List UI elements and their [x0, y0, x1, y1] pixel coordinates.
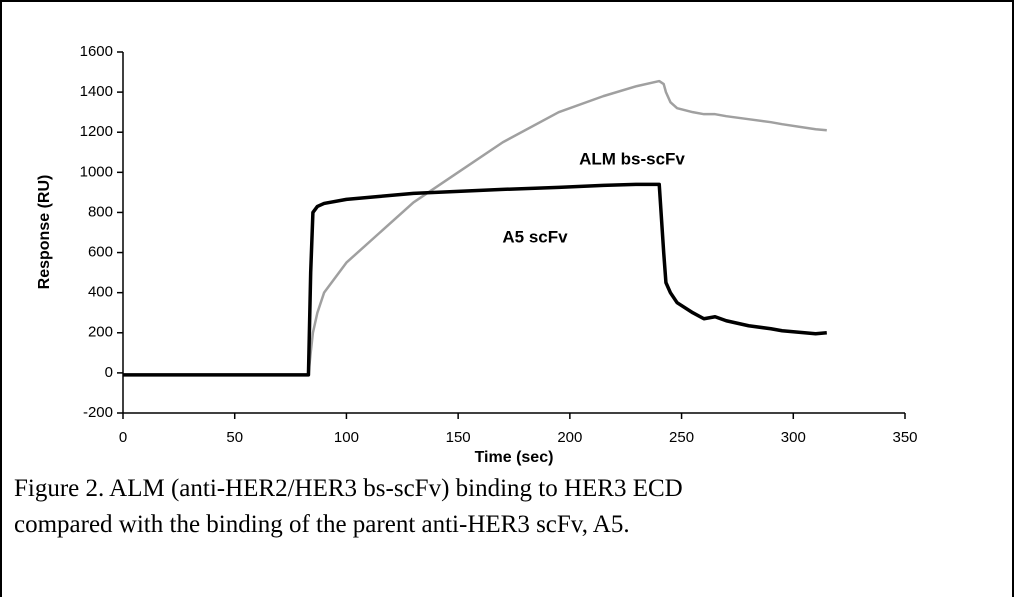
y-tick-label: -200 [83, 404, 113, 421]
y-tick-label: 400 [88, 284, 113, 301]
y-tick-label: 1400 [80, 83, 113, 100]
caption-line: compared with the binding of the parent … [14, 511, 630, 538]
x-tick-label: 50 [226, 429, 243, 446]
x-tick-label: 150 [446, 429, 471, 446]
x-tick-label: 100 [334, 429, 359, 446]
y-tick-label: 800 [88, 203, 113, 220]
x-tick-label: 350 [892, 429, 917, 446]
x-tick-label: 0 [119, 429, 127, 446]
y-tick-label: 0 [105, 364, 113, 381]
x-tick-label: 300 [781, 429, 806, 446]
x-tick-label: 200 [557, 429, 582, 446]
x-axis-label: Time (sec) [475, 449, 554, 466]
y-tick-label: 1200 [80, 123, 113, 140]
annotation: A5 scFv [502, 227, 568, 246]
series-line [123, 79, 827, 377]
y-tick-label: 200 [88, 324, 113, 341]
series-line [123, 182, 827, 377]
annotation: ALM bs-scFv [579, 149, 685, 168]
y-tick-label: 1000 [80, 163, 113, 180]
y-tick-label: 1600 [80, 43, 113, 60]
caption-line: Figure 2. ALM (anti-HER2/HER3 bs-scFv) b… [14, 475, 683, 502]
y-tick-label: 600 [88, 244, 113, 261]
x-tick-label: 250 [669, 429, 694, 446]
y-axis-label: Response (RU) [36, 175, 53, 290]
